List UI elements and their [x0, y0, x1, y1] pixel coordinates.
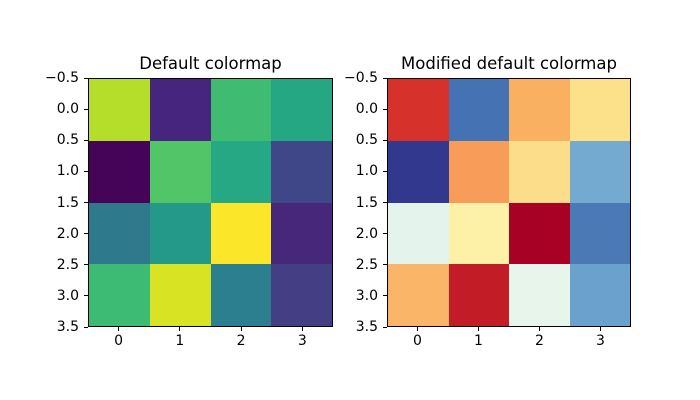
x-tick-label: 3 [596, 333, 605, 349]
heatmap-cell-r3c3 [271, 264, 332, 326]
y-tick-label: −0.5 [45, 70, 79, 86]
heatmap-cell-r1c1 [448, 140, 509, 203]
x-tick-mark [539, 327, 540, 331]
heatmap-cell-r2c3 [569, 202, 630, 265]
plot-title-left: Default colormap [139, 54, 282, 73]
y-tick-label: 0.5 [355, 132, 378, 149]
x-tick-label: 0 [413, 333, 422, 349]
heatmap-cell-r2c1 [149, 202, 211, 265]
heatmap-cell-r1c3 [271, 140, 332, 203]
y-tick-label: 0.5 [56, 132, 79, 149]
x-tick-label: 2 [535, 333, 544, 349]
x-tick-label: 1 [474, 333, 483, 349]
subplot-default-colormap: Default colormap −0.5 0.0 0.5 1.0 1.5 2.0 2.5 3… [45, 54, 333, 348]
heatmap-cell-r1c2 [210, 140, 272, 203]
subplot-modified-colormap: Modified default colormap −0.5 0.0 0.5 1.0 1… [344, 54, 631, 348]
heatmap-cell-r2c1 [448, 202, 509, 265]
y-tick-label: 1.0 [56, 163, 79, 180]
heatmap-cell-r0c3 [271, 79, 332, 141]
heatmap-cell-r3c1 [448, 264, 509, 326]
heatmap-grid-right [387, 78, 631, 327]
x-tick-label: 0 [114, 333, 124, 349]
y-tick-label: 3.0 [56, 287, 79, 304]
y-tick-label: 2.5 [355, 256, 378, 273]
heatmap-cell-r1c3 [569, 140, 630, 203]
y-tick-label: −0.5 [344, 70, 378, 86]
x-tick-mark [179, 327, 181, 331]
y-tick-label: 1.5 [56, 194, 79, 211]
heatmap-cell-r3c0 [89, 264, 150, 326]
heatmap-grid-left [88, 78, 333, 327]
heatmap-cell-r3c1 [149, 264, 211, 326]
heatmap-cell-r3c2 [509, 264, 570, 326]
heatmap-cell-r0c2 [210, 79, 272, 141]
y-tick-label: 2.5 [56, 256, 79, 273]
heatmap-cell-r0c1 [149, 79, 211, 141]
y-tick-label: 1.5 [355, 194, 378, 211]
heatmap-cell-r1c0 [388, 140, 449, 203]
heatmap-cell-r1c2 [509, 140, 570, 203]
heatmap-cell-r0c0 [89, 79, 150, 141]
heatmap-cell-r3c0 [388, 264, 449, 326]
heatmap-cell-r3c2 [210, 264, 272, 326]
x-tick-label: 2 [236, 333, 246, 349]
heatmap-cell-r0c0 [388, 79, 449, 141]
heatmap-cell-r0c2 [509, 79, 570, 141]
y-tick-label: 3.5 [355, 319, 378, 335]
y-tick-label: 2.0 [355, 225, 378, 242]
y-tick-label: 2.0 [56, 225, 79, 242]
x-tick-mark [240, 327, 242, 331]
heatmap-cell-r0c1 [448, 79, 509, 141]
y-tick-label: 1.0 [355, 163, 378, 180]
heatmap-cell-r1c0 [89, 140, 150, 203]
heatmap-cell-r2c0 [89, 202, 150, 265]
y-tick-label: 3.5 [56, 319, 79, 335]
x-tick-mark [301, 327, 303, 331]
heatmap-cell-r1c1 [149, 140, 211, 203]
heatmap-cell-r0c3 [569, 79, 630, 141]
heatmap-cell-r3c3 [569, 264, 630, 326]
x-tick-mark [417, 327, 418, 331]
heatmap-cell-r2c2 [210, 202, 272, 265]
x-tick-mark [118, 327, 120, 331]
y-tick-label: 3.0 [355, 287, 378, 304]
heatmap-cell-r2c2 [509, 202, 570, 265]
heatmap-cell-r2c0 [388, 202, 449, 265]
y-tick-label: 0.0 [355, 101, 378, 118]
y-tick-label: 0.0 [56, 101, 79, 118]
x-tick-mark [478, 327, 479, 331]
x-tick-label: 3 [297, 333, 307, 349]
x-tick-mark [600, 327, 601, 331]
x-tick-label: 1 [175, 333, 185, 349]
heatmap-cell-r2c3 [271, 202, 332, 265]
plot-title-right: Modified default colormap [401, 54, 617, 73]
